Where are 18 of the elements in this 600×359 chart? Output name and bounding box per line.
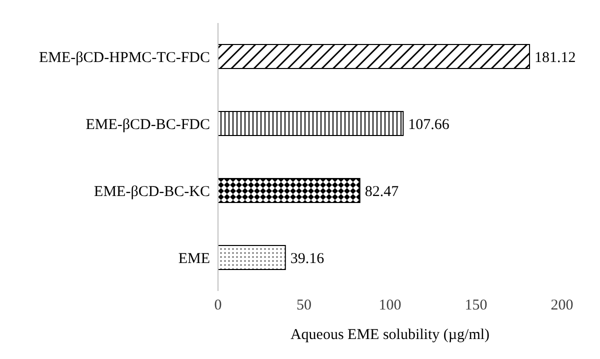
y-tick-label: EME-βCD-BC-KC <box>94 184 210 200</box>
bar <box>218 178 360 203</box>
y-tick-label: EME <box>178 250 210 267</box>
x-tick-label: 150 <box>464 298 488 314</box>
x-tick-label: 0 <box>214 298 222 314</box>
data-label: 39.16 <box>290 250 325 267</box>
data-label: 82.47 <box>364 184 400 200</box>
x-tick-label: 100 <box>378 298 402 314</box>
y-tick-label: EME-βCD-HPMC-TC-FDC <box>39 50 210 66</box>
data-label: 181.12 <box>534 50 576 66</box>
bar <box>218 244 286 270</box>
data-label: 107.66 <box>408 116 450 133</box>
x-axis-title: Aqueous EME solubility (µg/ml) <box>290 327 490 343</box>
y-tick-label: EME-βCD-BC-FDC <box>86 116 210 133</box>
x-tick-label: 200 <box>550 298 574 314</box>
bar <box>218 110 404 136</box>
bar <box>218 44 530 69</box>
x-tick-label: 50 <box>296 298 312 314</box>
